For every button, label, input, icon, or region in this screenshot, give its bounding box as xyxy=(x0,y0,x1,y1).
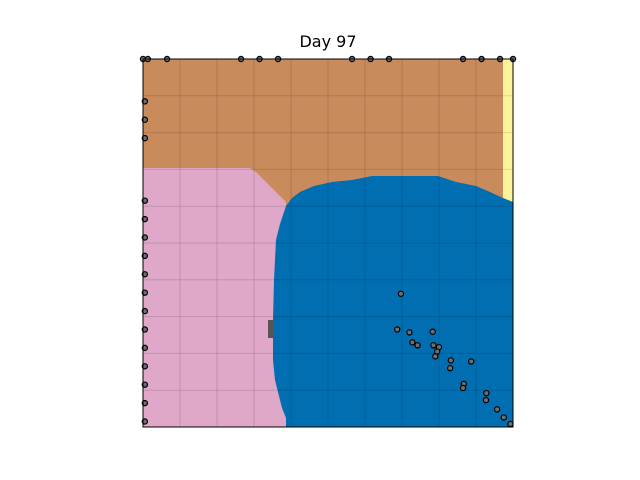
data-point xyxy=(141,215,149,223)
data-point xyxy=(429,328,436,335)
data-point xyxy=(141,289,149,296)
data-point xyxy=(447,357,455,364)
data-point xyxy=(141,98,149,105)
data-point xyxy=(493,406,501,413)
data-point xyxy=(397,290,405,297)
data-point xyxy=(467,358,475,365)
data-point xyxy=(141,234,149,241)
data-point xyxy=(432,353,439,360)
gray-cell xyxy=(268,320,274,338)
data-point xyxy=(141,418,149,425)
data-point xyxy=(141,197,149,204)
data-point xyxy=(507,420,514,428)
data-point xyxy=(141,399,149,407)
data-point xyxy=(500,414,507,421)
grid-layer xyxy=(143,59,513,427)
data-point xyxy=(430,342,437,349)
data-point xyxy=(141,271,149,278)
chart-title: Day 97 xyxy=(299,32,357,51)
data-point xyxy=(141,363,149,370)
data-point xyxy=(141,326,149,333)
plot-frame xyxy=(142,58,514,428)
data-point xyxy=(409,339,416,346)
data-point xyxy=(141,307,149,315)
data-point xyxy=(141,344,149,352)
data-point xyxy=(393,326,401,333)
data-point xyxy=(141,134,149,142)
region-yellow xyxy=(503,59,513,202)
data-point xyxy=(414,342,421,349)
region-blue xyxy=(273,176,513,427)
region-pink xyxy=(143,168,286,427)
data-point xyxy=(483,389,490,397)
data-point xyxy=(459,384,467,392)
data-point xyxy=(406,329,413,336)
data-point xyxy=(482,396,490,404)
data-point xyxy=(141,381,149,388)
data-point xyxy=(141,252,149,260)
data-point xyxy=(141,116,149,123)
data-point xyxy=(446,364,454,372)
